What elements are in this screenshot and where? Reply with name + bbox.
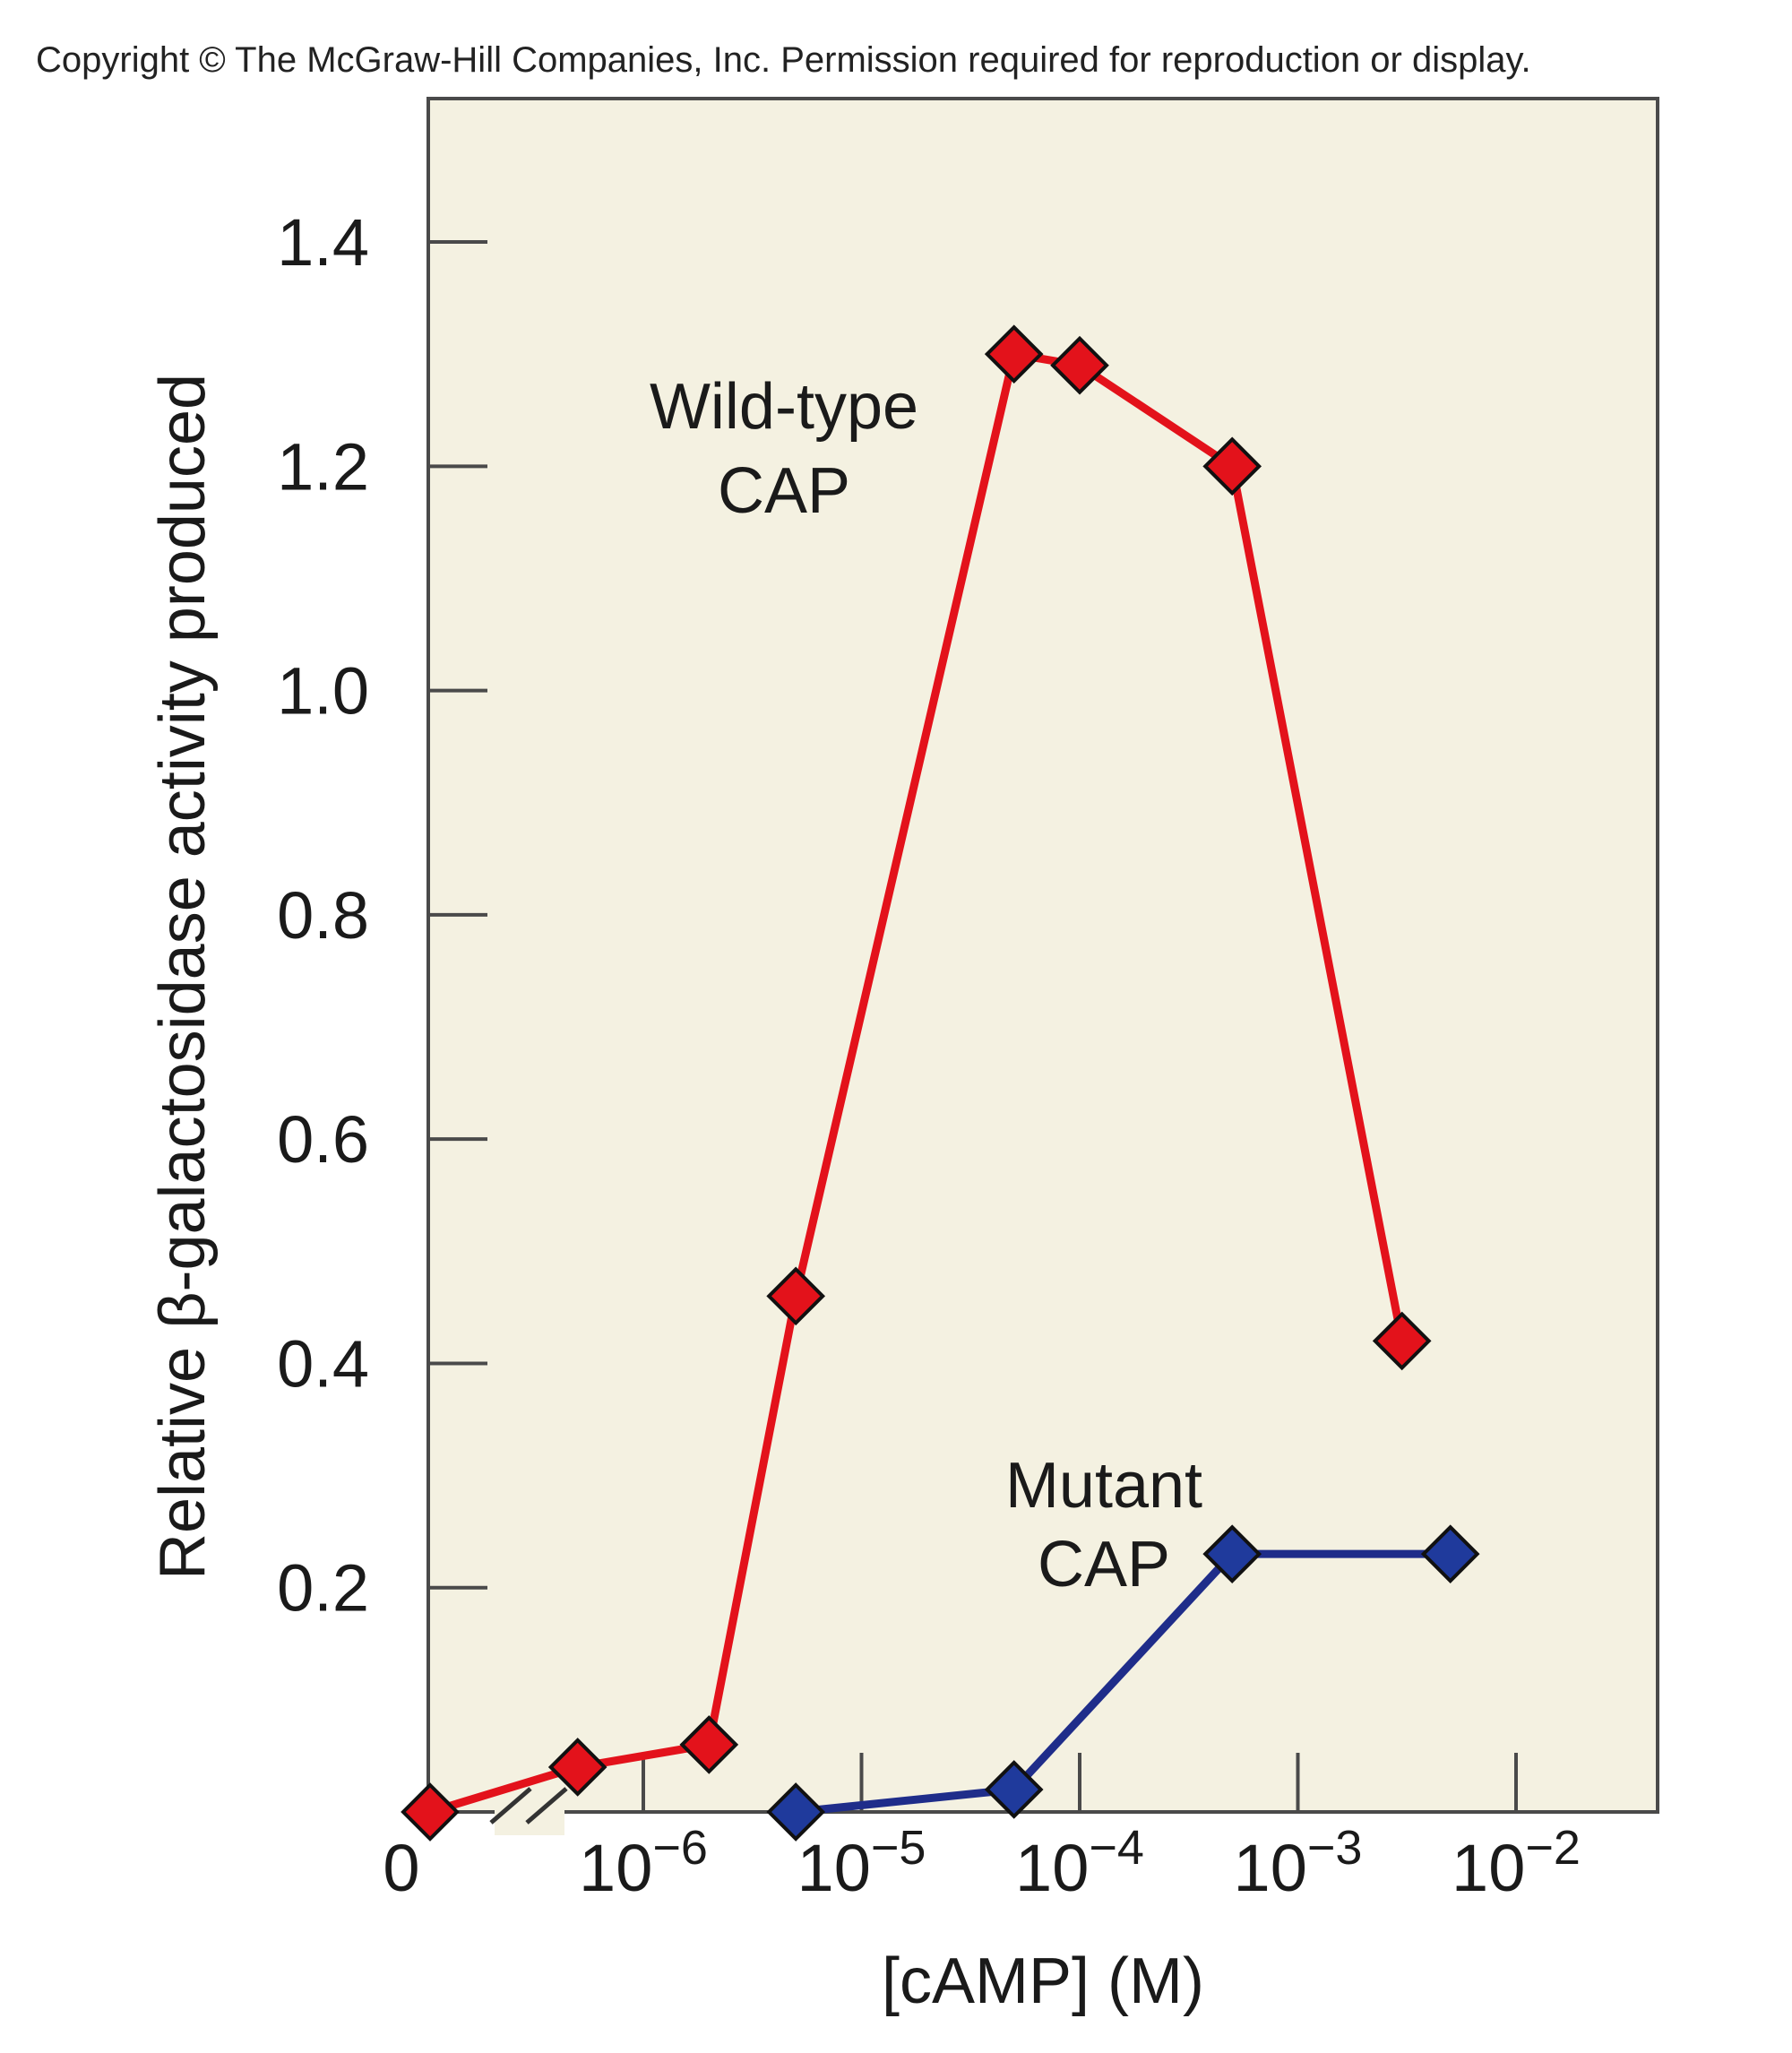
mutant-series-line [795,1549,1451,1816]
x-tick-label: 10−4 [1015,1821,1144,1905]
wild-type-data-point [547,1738,607,1797]
mutant-data-point [766,1782,826,1842]
wild-type-data-point [1050,335,1109,395]
wild-type-data-point [401,1782,460,1842]
plot-area [426,97,1659,1814]
mutant-data-point [984,1760,1044,1819]
y-tick-label: 1.0 [277,654,369,729]
x-tick-label: 10−3 [1234,1821,1363,1905]
mutant-annotation-line2: CAP [1038,1529,1170,1600]
y-tick-label: 1.2 [277,429,369,504]
mutant-data-point [1420,1524,1480,1584]
x-axis-title: [cAMP] (M) [882,1945,1204,2017]
y-axis: 0.2 0.4 0.6 0.8 1.0 1.2 1.4 [277,205,487,1626]
axis-break-stroke [489,1787,532,1824]
wild-type-data-point [766,1266,826,1326]
x-tick-label: 10−2 [1452,1821,1581,1905]
wild-type-annotation-line2: CAP [718,455,850,527]
y-tick-label: 0.4 [277,1326,369,1401]
y-tick-label: 1.4 [277,205,369,280]
mutant-data-point [1202,1524,1262,1584]
x-tick-label: 0 [383,1831,419,1905]
wild-type-annotation-line1: Wild-type [650,371,918,443]
y-axis-title: Relative β-galactosidase activity produc… [147,374,219,1580]
wild-type-data-point [1202,436,1262,496]
y-tick-label: 0.8 [277,878,369,953]
x-axis: 0 10−6 10−5 10−4 10−3 10−2 [383,1753,1581,1905]
wild-type-data-point [984,324,1044,384]
axis-break-mark [489,1787,568,1835]
x-tick-label: 10−6 [579,1821,708,1905]
series-layer [401,324,1480,1842]
y-tick-label: 0.2 [277,1551,369,1626]
wild-type-data-point [1372,1311,1432,1371]
axis-break-stroke [525,1787,568,1824]
x-tick-label: 10−5 [797,1821,926,1905]
copyright-notice: Copyright © The McGraw-Hill Companies, I… [36,40,1531,80]
y-tick-label: 0.6 [277,1102,369,1177]
mutant-annotation-line1: Mutant [1005,1450,1202,1522]
wild-type-data-point [679,1715,739,1774]
